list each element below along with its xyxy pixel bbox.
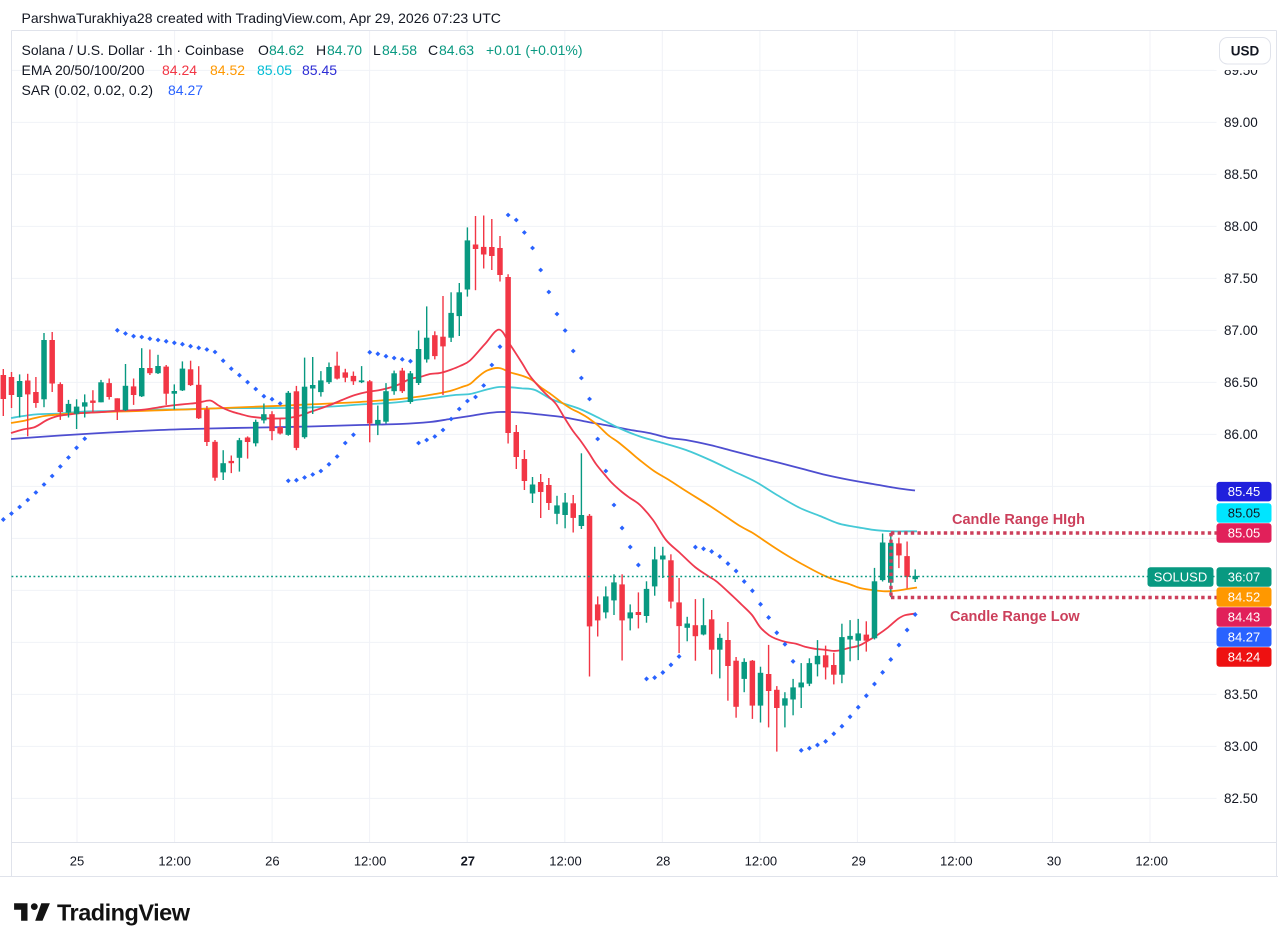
svg-text:O: O <box>258 42 269 58</box>
svg-text:84.27: 84.27 <box>1228 630 1261 645</box>
svg-text:36:07: 36:07 <box>1228 570 1261 585</box>
svg-text:85.05: 85.05 <box>1228 526 1261 541</box>
svg-text:12:00: 12:00 <box>549 854 582 869</box>
svg-text:USD: USD <box>1231 44 1260 59</box>
svg-text:12:00: 12:00 <box>745 854 778 869</box>
svg-text:88.00: 88.00 <box>1224 219 1258 234</box>
svg-text:83.00: 83.00 <box>1224 739 1258 754</box>
svg-text:25: 25 <box>70 854 84 869</box>
svg-text:12:00: 12:00 <box>940 854 973 869</box>
svg-text:84.62: 84.62 <box>269 42 304 58</box>
svg-text:85.05: 85.05 <box>257 62 292 78</box>
svg-text:+0.01 (+0.01%): +0.01 (+0.01%) <box>486 42 583 58</box>
svg-text:87.00: 87.00 <box>1224 323 1258 338</box>
svg-text:28: 28 <box>656 854 670 869</box>
svg-text:84.52: 84.52 <box>1228 590 1261 605</box>
svg-text:Candle Range HIgh: Candle Range HIgh <box>952 512 1085 528</box>
svg-text:L: L <box>373 42 381 58</box>
svg-text:EMA 20/50/100/200: EMA 20/50/100/200 <box>22 62 145 78</box>
svg-text:ParshwaTurakhiya28 created wit: ParshwaTurakhiya28 created with TradingV… <box>22 10 501 26</box>
svg-text:SAR (0.02, 0.02, 0.2): SAR (0.02, 0.02, 0.2) <box>22 82 154 98</box>
svg-text:29: 29 <box>851 854 865 869</box>
svg-text:TradingView: TradingView <box>57 900 191 926</box>
svg-text:84.27: 84.27 <box>168 82 203 98</box>
svg-text:87.50: 87.50 <box>1224 271 1258 286</box>
svg-text:84.52: 84.52 <box>210 62 245 78</box>
svg-text:85.45: 85.45 <box>302 62 337 78</box>
svg-text:88.50: 88.50 <box>1224 167 1258 182</box>
svg-text:84.43: 84.43 <box>1228 610 1261 625</box>
svg-text:30: 30 <box>1047 854 1061 869</box>
svg-text:89.00: 89.00 <box>1224 115 1258 130</box>
svg-text:84.63: 84.63 <box>439 42 474 58</box>
svg-text:SOLUSD: SOLUSD <box>1154 570 1207 585</box>
svg-text:12:00: 12:00 <box>1135 854 1168 869</box>
svg-text:85.05: 85.05 <box>1228 506 1261 521</box>
svg-text:Solana / U.S. Dollar · 1h · Co: Solana / U.S. Dollar · 1h · Coinbase <box>22 42 245 58</box>
svg-text:83.50: 83.50 <box>1224 687 1258 702</box>
svg-text:84.58: 84.58 <box>382 42 417 58</box>
svg-text:85.45: 85.45 <box>1228 484 1261 499</box>
svg-text:12:00: 12:00 <box>158 854 191 869</box>
svg-text:86.50: 86.50 <box>1224 375 1258 390</box>
svg-text:84.24: 84.24 <box>1228 650 1261 665</box>
svg-text:27: 27 <box>461 854 475 869</box>
svg-text:84.24: 84.24 <box>162 62 197 78</box>
svg-text:26: 26 <box>265 854 279 869</box>
svg-text:86.00: 86.00 <box>1224 427 1258 442</box>
svg-text:H: H <box>316 42 326 58</box>
svg-text:12:00: 12:00 <box>354 854 387 869</box>
svg-text:C: C <box>428 42 438 58</box>
svg-text:84.70: 84.70 <box>327 42 362 58</box>
svg-text:82.50: 82.50 <box>1224 791 1258 806</box>
svg-text:Candle Range Low: Candle Range Low <box>950 609 1080 625</box>
